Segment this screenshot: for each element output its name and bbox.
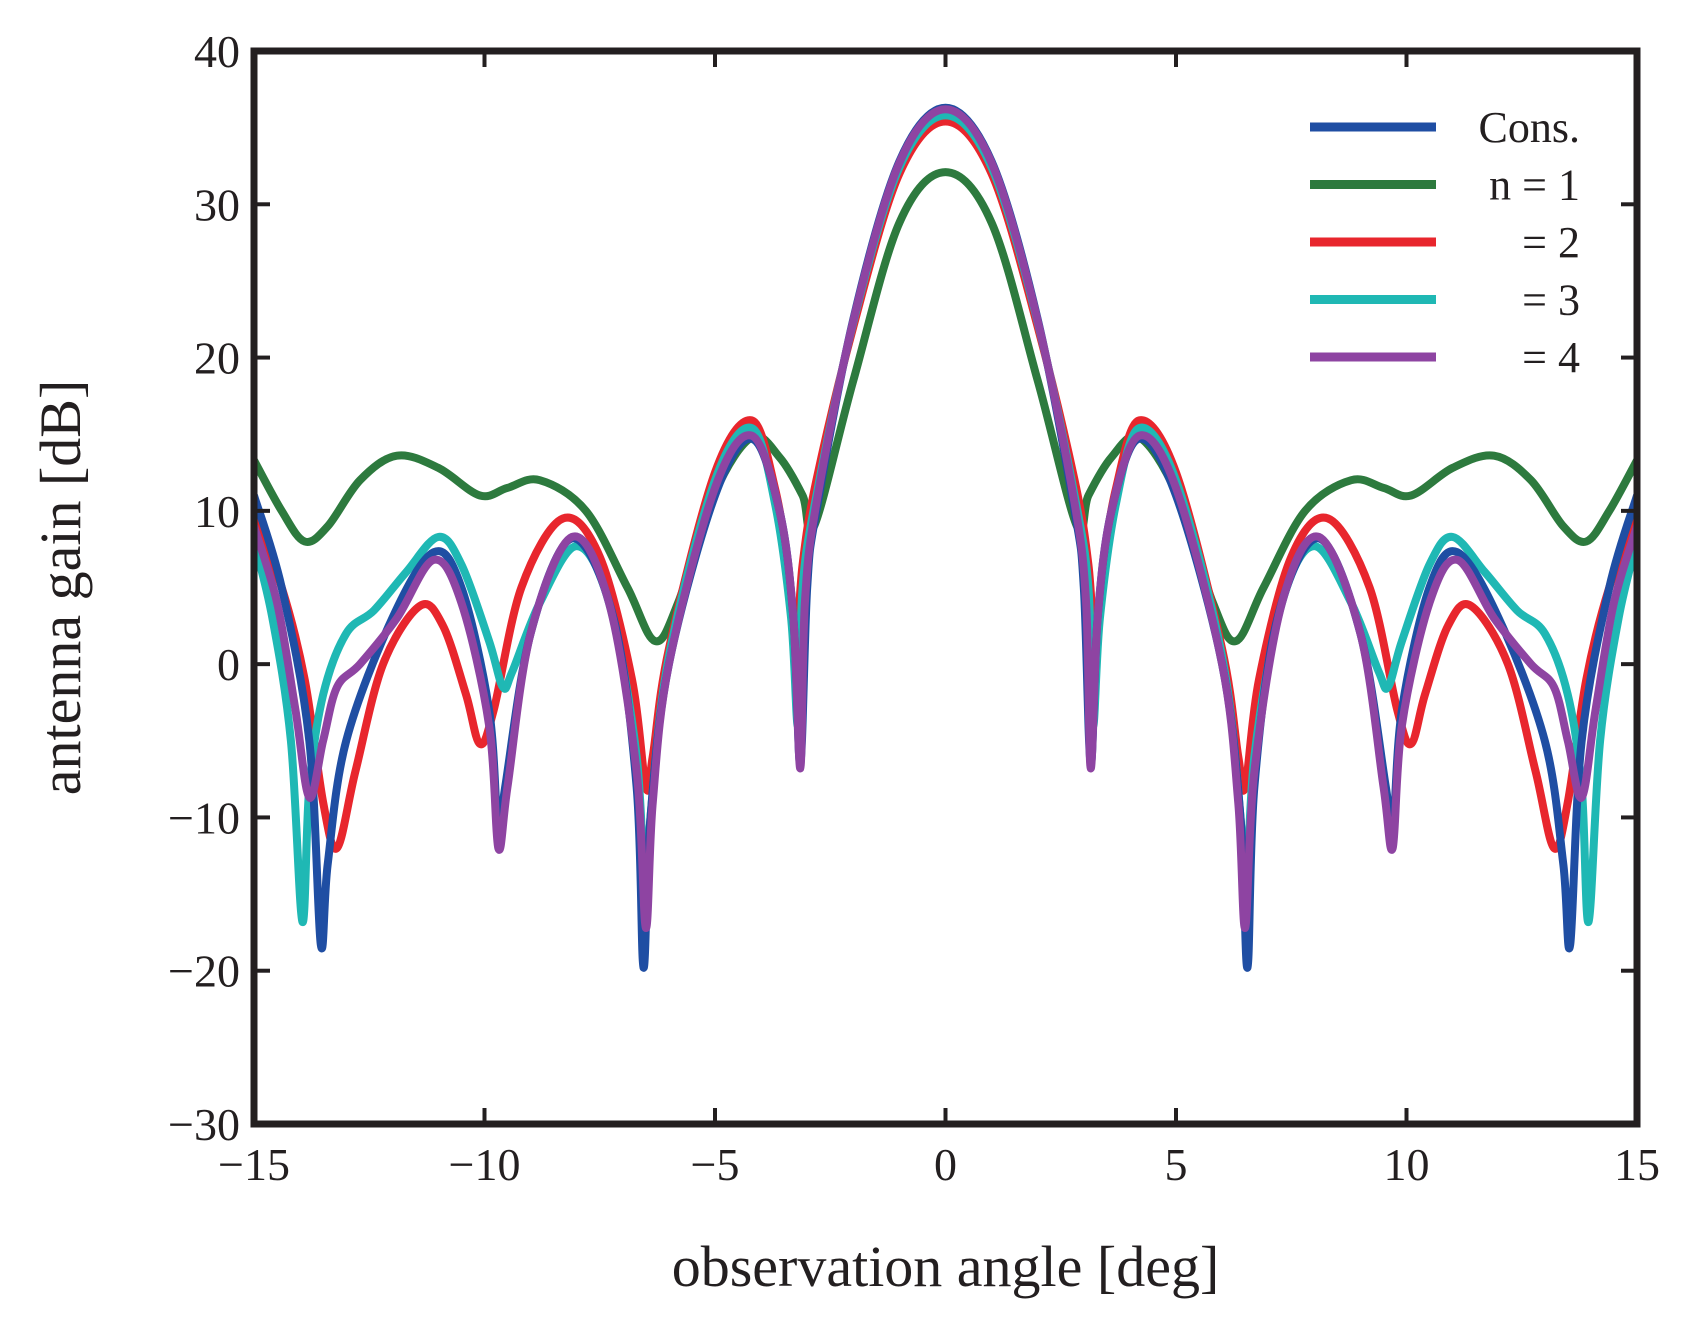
legend: Cons. n = 1 = 2 = 3 = 4 bbox=[1310, 103, 1580, 382]
x-tick-label: 0 bbox=[934, 1139, 957, 1190]
plot-frame bbox=[250, 47, 1641, 1128]
x-tick-label: 10 bbox=[1384, 1139, 1430, 1190]
x-tick-label: −10 bbox=[449, 1139, 521, 1190]
legend-label: Cons. bbox=[1479, 103, 1580, 152]
legend-label: = 2 bbox=[1522, 218, 1580, 267]
y-tick-label: 20 bbox=[194, 333, 240, 384]
series-line-1 bbox=[254, 168, 1637, 646]
x-tick-label: 5 bbox=[1165, 1139, 1188, 1190]
x-tick-label: 15 bbox=[1614, 1139, 1660, 1190]
x-tick-label: −15 bbox=[218, 1139, 290, 1190]
legend-label: = 4 bbox=[1522, 333, 1580, 382]
y-tick-label: 0 bbox=[217, 639, 240, 690]
y-axis-title: antenna gain [dB] bbox=[28, 380, 93, 796]
labels-layer: −15 −10 −5 0 5 10 15 −30 −20 −10 0 10 20 30 40 bbox=[168, 26, 1660, 1190]
y-tick-label: −10 bbox=[168, 792, 240, 843]
y-tick-label: −30 bbox=[168, 1099, 240, 1150]
legend-label: = 3 bbox=[1522, 276, 1580, 325]
series-line-2 bbox=[254, 117, 1637, 853]
y-tick-label: 30 bbox=[194, 179, 240, 230]
series-layer bbox=[254, 103, 1637, 972]
x-tick-label: −5 bbox=[691, 1139, 740, 1190]
y-tick-label: 40 bbox=[194, 26, 240, 77]
y-tick-label: −20 bbox=[168, 946, 240, 997]
x-axis-title: observation angle [deg] bbox=[672, 1234, 1220, 1299]
y-tick-label: 10 bbox=[194, 486, 240, 537]
legend-label: n = 1 bbox=[1489, 161, 1580, 210]
series-line-4 bbox=[254, 105, 1637, 932]
series-line-3 bbox=[254, 111, 1637, 926]
